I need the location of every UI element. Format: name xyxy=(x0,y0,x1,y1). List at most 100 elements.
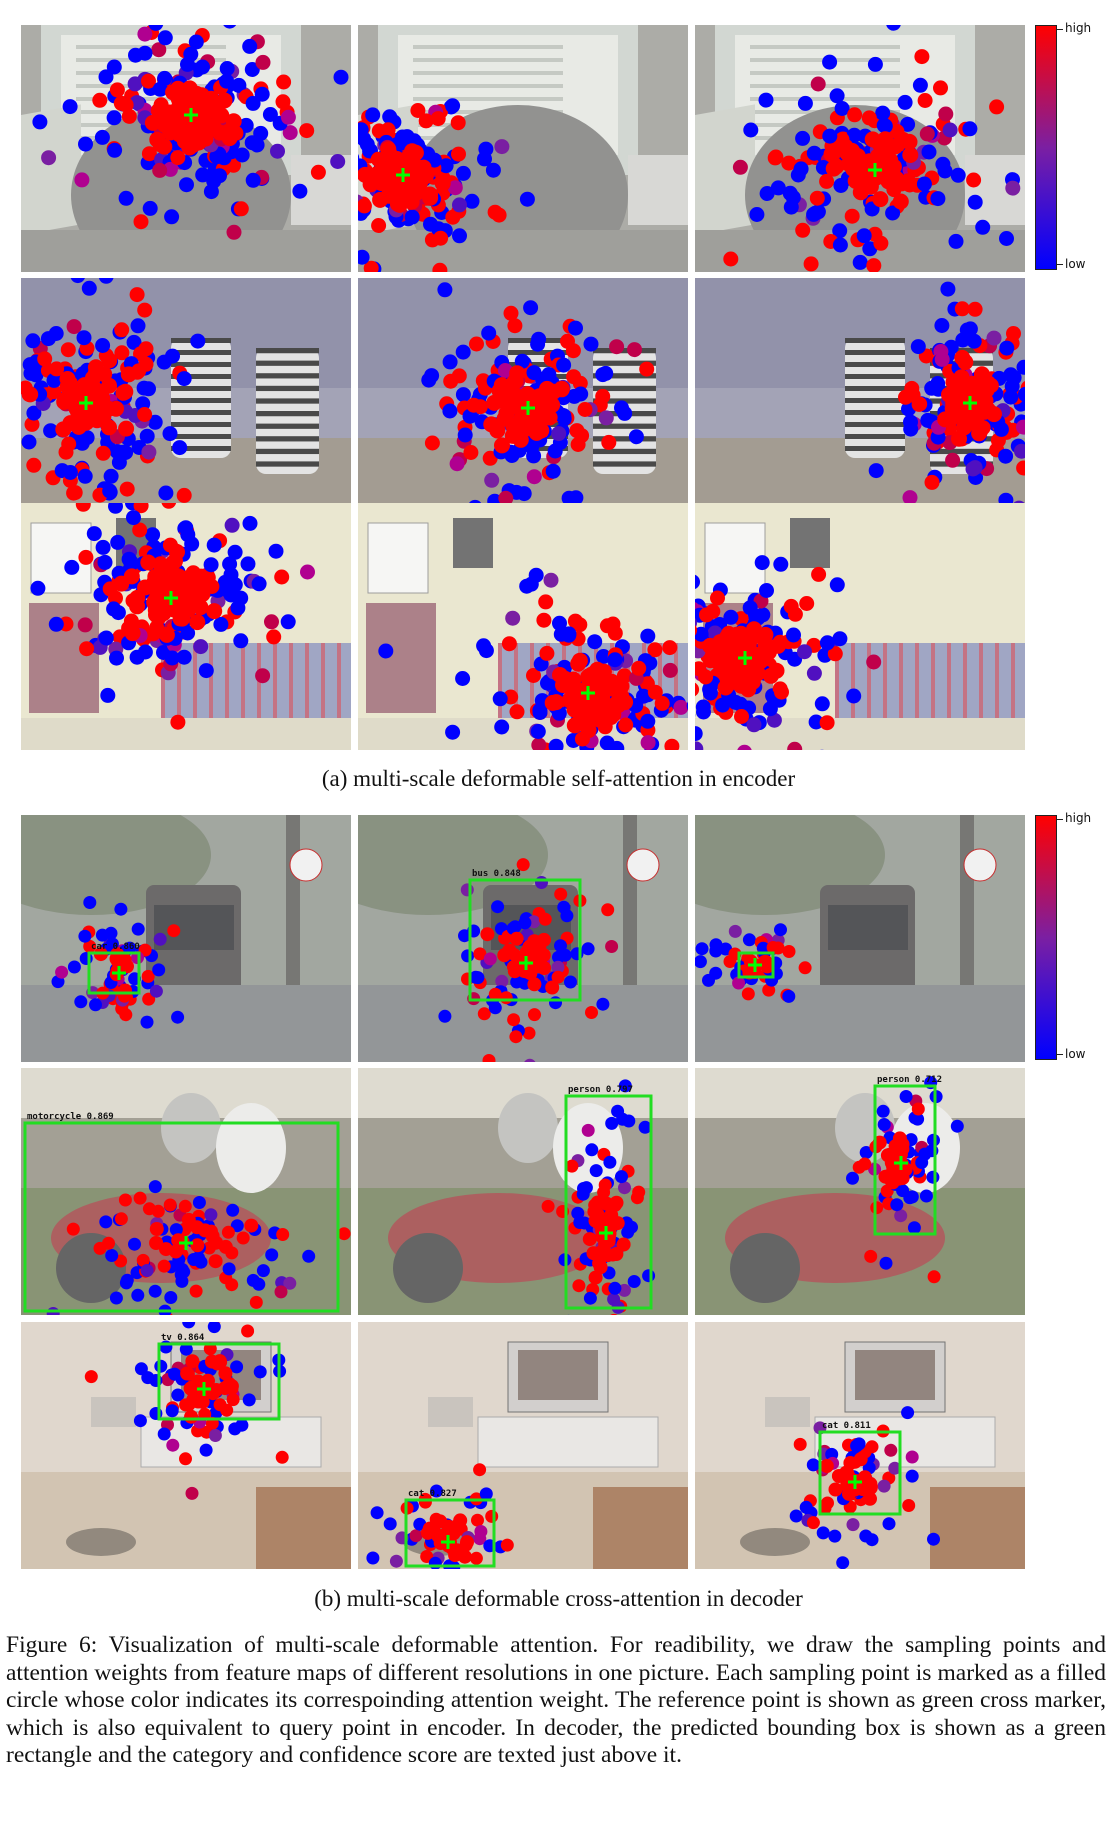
sampling-point xyxy=(552,667,568,683)
sampling-point xyxy=(966,172,982,188)
encoder-panel-r2c3 xyxy=(695,278,1025,525)
sampling-point xyxy=(32,114,48,130)
sampling-point xyxy=(208,1254,223,1269)
sampling-point xyxy=(647,684,663,700)
sampling-point xyxy=(67,960,81,974)
sampling-point xyxy=(280,614,296,630)
sampling-point xyxy=(647,642,663,658)
sampling-point xyxy=(55,421,72,438)
sampling-point xyxy=(458,929,471,943)
sampling-point xyxy=(877,1479,891,1493)
sampling-point xyxy=(1017,386,1025,402)
sampling-point xyxy=(710,654,727,671)
sampling-point xyxy=(461,949,475,963)
sampling-point xyxy=(846,1171,859,1185)
sampling-point xyxy=(179,1342,193,1356)
sampling-point xyxy=(227,544,243,560)
sampling-point xyxy=(137,45,153,61)
sampling-point xyxy=(897,94,913,110)
sampling-point xyxy=(601,434,617,450)
sampling-point xyxy=(759,583,774,598)
sampling-point xyxy=(695,741,704,750)
sampling-point xyxy=(378,643,394,659)
sampling-point xyxy=(205,1354,219,1369)
sampling-point xyxy=(601,1234,616,1248)
sampling-point xyxy=(962,121,978,137)
sampling-point xyxy=(398,180,415,197)
sampling-point xyxy=(819,715,835,731)
sampling-point xyxy=(275,94,291,110)
sampling-point xyxy=(182,580,199,597)
figure-caption-text: Visualization of multi-scale deformable … xyxy=(6,1632,1106,1769)
sampling-point xyxy=(148,1180,162,1194)
sampling-point xyxy=(178,1199,192,1213)
sampling-point xyxy=(789,1509,803,1523)
sampling-point xyxy=(580,668,597,685)
sampling-point xyxy=(92,92,108,108)
sampling-point xyxy=(565,671,582,688)
sampling-point xyxy=(553,626,569,642)
sampling-point xyxy=(157,30,173,46)
sampling-point xyxy=(195,59,210,75)
sampling-point xyxy=(48,616,64,632)
sampling-point xyxy=(182,1322,196,1329)
sampling-point xyxy=(950,167,966,183)
sampling-point xyxy=(115,384,132,401)
sampling-point xyxy=(760,644,777,661)
sampling-point xyxy=(695,726,703,742)
encoder-panel-r3c1 xyxy=(21,503,351,750)
sampling-point xyxy=(911,1112,925,1126)
sampling-point xyxy=(954,349,971,366)
sampling-point xyxy=(176,487,192,503)
sampling-point xyxy=(337,1227,351,1241)
sampling-point xyxy=(223,25,237,29)
sampling-point xyxy=(556,408,572,424)
sampling-point xyxy=(114,322,130,338)
sampling-point xyxy=(254,86,270,102)
encoder-panel-r3c3-image xyxy=(695,503,1025,750)
sampling-point xyxy=(99,1215,113,1229)
sampling-point xyxy=(486,394,503,411)
sampling-point xyxy=(176,649,192,665)
sampling-point xyxy=(165,584,182,601)
sampling-point xyxy=(127,76,143,92)
sampling-point xyxy=(592,1256,607,1271)
sampling-point xyxy=(568,320,583,336)
sampling-point xyxy=(144,114,161,131)
sampling-point xyxy=(483,952,497,966)
sampling-point xyxy=(249,1295,263,1309)
sampling-point xyxy=(603,1155,617,1169)
sampling-point xyxy=(640,735,656,750)
sampling-point xyxy=(829,577,845,593)
sampling-point xyxy=(283,1276,297,1290)
sampling-point xyxy=(587,634,603,650)
sampling-point xyxy=(131,1288,145,1302)
sampling-point xyxy=(188,34,204,50)
sampling-point xyxy=(424,368,440,384)
sampling-point xyxy=(508,920,522,934)
decoder-panel-b-r3c2-image: cat 0.827 xyxy=(358,1322,688,1569)
reference-point-marker xyxy=(179,1236,193,1250)
sampling-point xyxy=(829,88,845,104)
sampling-point xyxy=(846,688,862,704)
sampling-point xyxy=(526,469,542,485)
sampling-point xyxy=(219,61,235,76)
sampling-point xyxy=(78,549,94,565)
sampling-point xyxy=(876,117,892,133)
sampling-point xyxy=(164,650,180,666)
sampling-point xyxy=(609,339,625,355)
sampling-point xyxy=(209,1235,224,1250)
sampling-point xyxy=(136,1253,150,1267)
sampling-point xyxy=(902,1499,916,1512)
sampling-point xyxy=(579,710,596,727)
sampling-point xyxy=(728,653,745,670)
sampling-point xyxy=(107,142,123,158)
sampling-point xyxy=(497,948,512,963)
sampling-point xyxy=(148,25,164,31)
sampling-point xyxy=(204,1208,218,1222)
sampling-point xyxy=(77,403,94,420)
reference-point-marker xyxy=(519,956,533,970)
sampling-point xyxy=(140,1015,154,1029)
sampling-point xyxy=(185,1380,200,1395)
sampling-point xyxy=(828,1529,842,1543)
